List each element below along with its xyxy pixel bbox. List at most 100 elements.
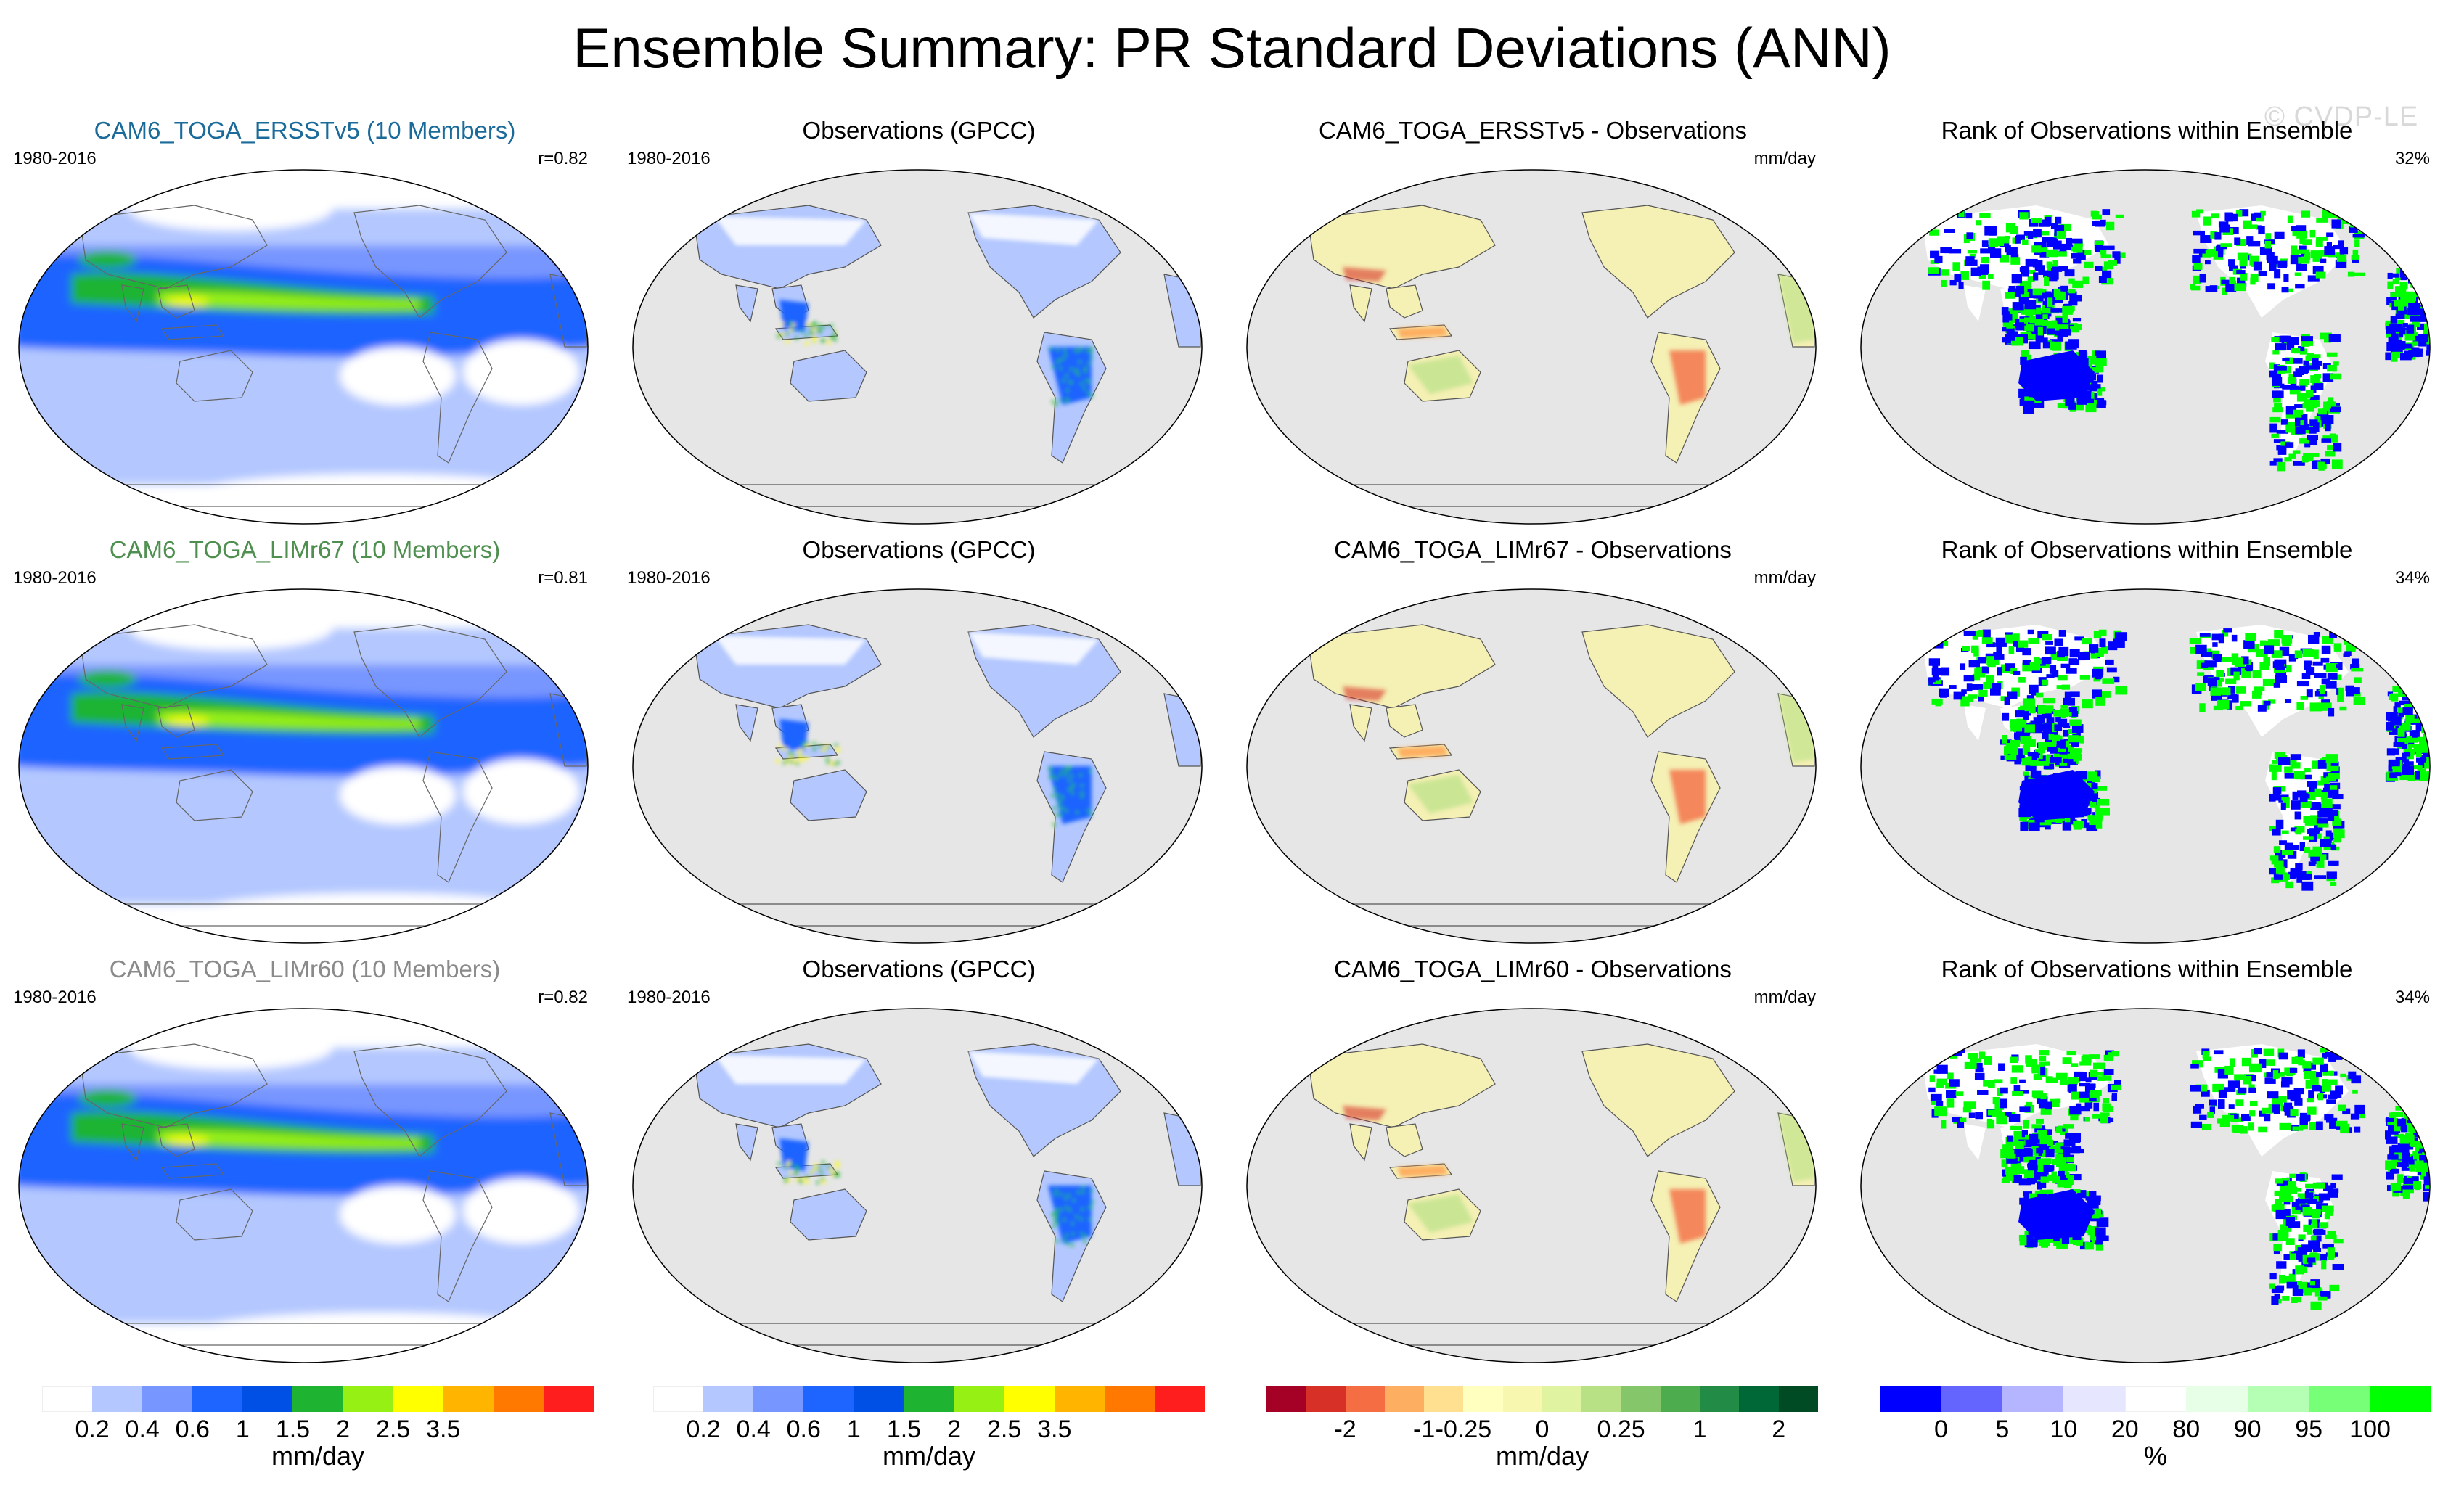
world-map-diff [1246,588,1817,944]
colorbar-swatch [1424,1386,1464,1412]
colorbar-swatch [1581,1386,1622,1412]
pattern-correlation: r=0.81 [538,568,588,588]
colorbar-tick-label: 1 [846,1416,861,1443]
colorbar-swatch [803,1386,854,1412]
colorbar-swatch [1306,1386,1346,1412]
coastline-seasia [157,284,195,319]
coastline-eurasia [81,205,268,289]
period-label: 1980-2016 [13,149,97,168]
panel-model-row2: CAM6_TOGA_LIMr67 (10 Members) 1980-2016 r=… [0,535,610,949]
panel-rank-row1: Rank of Observations within Ensemble 32% [1842,116,2452,530]
coastline-australia [790,350,867,402]
colorbar-tick-label: 2 [1772,1416,1786,1443]
unit-label: mm/day [1753,149,1816,168]
colorbar-tick-label: 1 [235,1416,250,1443]
world-map-rank [1860,169,2431,525]
colorbar-unit: % [2143,1441,2167,1471]
coastline-samerica [422,332,493,464]
pattern-correlation: r=0.82 [538,149,588,168]
colorbar-tick-label: 2.5 [375,1416,411,1443]
coastline-indon [160,324,225,340]
panel-model-row1: CAM6_TOGA_ERSSTv5 (10 Members) 1980-2016 r… [0,116,610,530]
coastline-australia [790,769,867,821]
colorbar-swatch [2124,1386,2187,1412]
globe-outline [1246,1008,1817,1363]
colorbar-swatch [2186,1386,2248,1412]
globe-outline [1860,169,2431,525]
globe-outline [632,1008,1203,1363]
world-map-obs [632,169,1203,525]
colorbar-swatch [854,1386,904,1412]
land-india [1964,285,1986,321]
colorbar-swatch [1004,1386,1055,1412]
colorbar-tick-label: -0.25 [1435,1416,1492,1443]
colorbar-tick-label: 0.2 [686,1416,721,1443]
coastline-india [1349,284,1372,323]
rank-percentage: 34% [2394,568,2430,588]
coastline-greenland [1741,194,1779,231]
colorbar-swatch [192,1386,243,1412]
colorbar-tick-label: 0.4 [125,1416,160,1443]
panel-title: Rank of Observations within Ensemble [1941,956,2353,982]
colorbar-swatch [2309,1386,2371,1412]
colorbar-difference: -2 -1 -0.25 0 0.25 1 2 mm/day [1266,1386,1819,1480]
panel-model-row3: CAM6_TOGA_LIMr60 (10 Members) 1980-2016 r=… [0,955,610,1368]
coastline-india [121,1123,144,1162]
colorbar-boxes [42,1386,594,1412]
land-india [1964,1124,1986,1160]
colorbar-tick-label: 20 [2111,1416,2139,1443]
colorbar-swatch [2002,1386,2064,1412]
period-label: 1980-2016 [627,568,711,588]
unit-label: mm/day [1753,568,1816,588]
panel-title: Observations (GPCC) [802,117,1036,144]
colorbar-rank: 0 5 10 20 80 90 95 100 % [1880,1386,2432,1480]
colorbar-tick-label: 1 [1693,1416,1707,1443]
panel-obs-row3: Observations (GPCC) 1980-2016 [614,955,1224,1368]
colorbar-swatch [1054,1386,1105,1412]
globe-outline [1246,169,1817,525]
panel-title: CAM6_TOGA_ERSSTv5 - Observations [1319,117,1747,144]
panel-obs-row1: Observations (GPCC) 1980-2016 [614,116,1224,530]
colorbar-swatch [1542,1386,1582,1412]
colorbar-boxes [653,1386,1206,1412]
colorbar-tick-label: 0 [1933,1416,1948,1443]
panel-title: CAM6_TOGA_LIMr60 - Observations [1334,956,1732,982]
colorbar-swatch [653,1386,704,1412]
pattern-correlation: r=0.82 [538,987,588,1007]
world-map-obs [632,588,1203,944]
panel-title: CAM6_TOGA_LIMr60 (10 Members) [109,956,501,982]
globe-outline [632,169,1203,525]
coastline-antarctica [1269,484,1794,507]
panel-diff-row3: CAM6_TOGA_LIMr60 - Observations mm/day [1228,955,1838,1368]
rank-percentage: 32% [2394,149,2430,168]
colorbar-tick-label: 2 [947,1416,961,1443]
coastline-greenland [513,194,551,231]
colorbar-tick-label: 2.5 [986,1416,1022,1443]
rank-percentage: 34% [2394,987,2430,1007]
globe-outline [632,588,1203,944]
colorbar-unit: mm/day [882,1441,976,1471]
colorbar-tick-label: 0.6 [175,1416,210,1443]
globe-outline [1860,588,2431,944]
coastline-greenland [1127,194,1165,231]
coastline-india [1349,1123,1372,1162]
colorbar-tick-label: 3.5 [1037,1416,1072,1443]
coastline-greenland [1127,1032,1165,1070]
colorbar-swatch [1104,1386,1155,1412]
colorbar-tick-label: 3.5 [426,1416,461,1443]
globe-outline [18,169,589,525]
coastline-antarctica [1269,903,1794,927]
globe-outline [18,588,589,944]
colorbar-model-std: 0.2 0.4 0.6 1 1.5 2 2.5 3.5 mm/day [42,1386,594,1480]
coastline-eurasia [81,1043,268,1128]
coastline-india [735,284,758,323]
coastline-indon [160,744,225,760]
period-label: 1980-2016 [13,568,97,588]
colorbar-tick-label: 80 [2172,1416,2201,1443]
colorbar-tick-label: 10 [2050,1416,2078,1443]
colorbar-boxes [1880,1386,2432,1412]
colorbar-tick-label: 2 [336,1416,350,1443]
panel-diff-row2: CAM6_TOGA_LIMr67 - Observations mm/day [1228,535,1838,949]
coastline-seasia [157,704,195,738]
colorbar-swatch [1700,1386,1740,1412]
